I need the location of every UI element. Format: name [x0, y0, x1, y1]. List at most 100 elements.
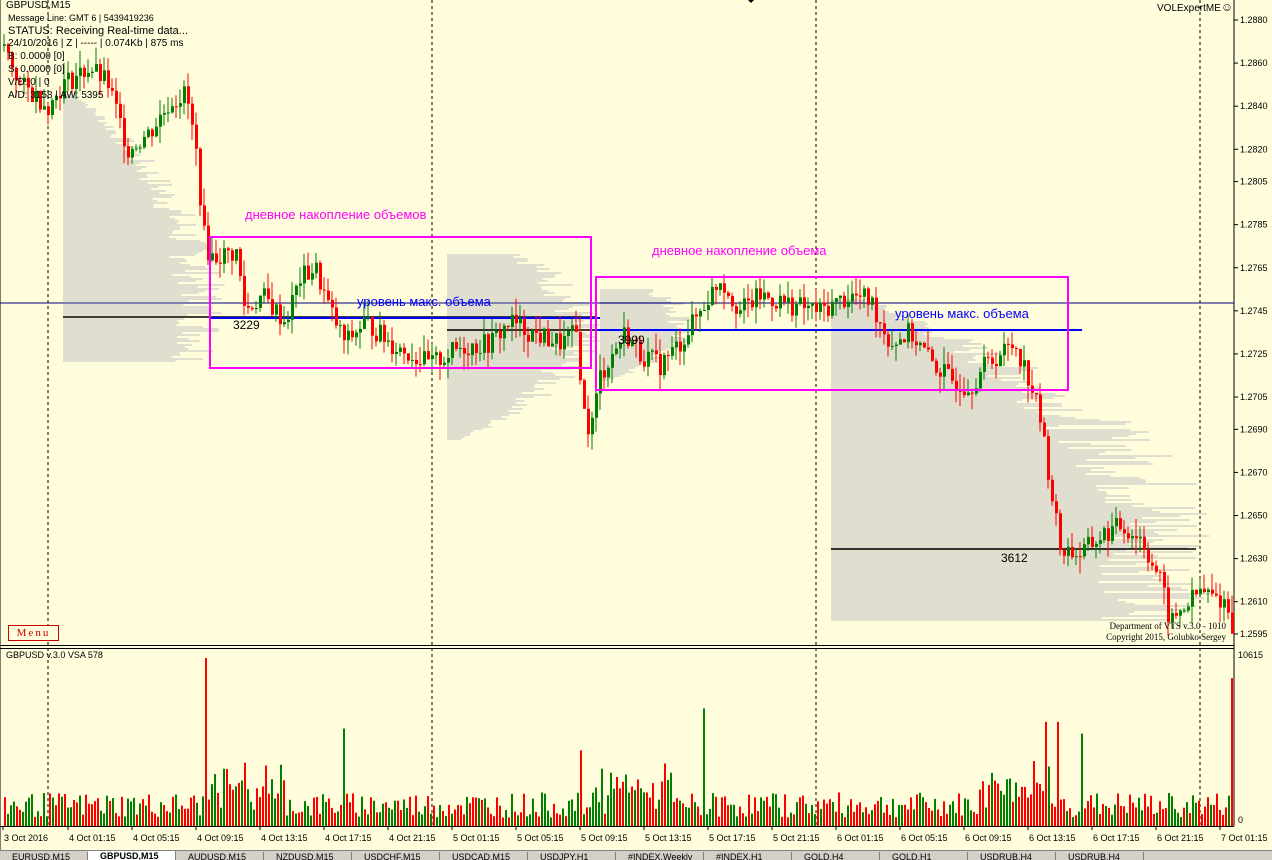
symbol-tab[interactable]: USDRUB,H4 [968, 852, 1056, 860]
volume-bar [346, 793, 348, 826]
candle-body [1087, 536, 1090, 545]
symbol-tab[interactable]: #INDEX,Weekly [616, 852, 704, 860]
candle-body [783, 295, 786, 303]
volume-bar [679, 800, 681, 826]
volume-bar [592, 792, 594, 826]
volume-bar [1054, 806, 1056, 826]
time-label: 4 Oct 21:15 [389, 833, 436, 843]
symbol-tab[interactable]: GOLD,H1 [880, 852, 968, 860]
volume-bar [745, 816, 747, 826]
volume-bar [31, 794, 33, 826]
symbol-tab[interactable]: USDRUB,H4 [1056, 852, 1144, 860]
volume-bar [622, 781, 624, 826]
candle-body [1103, 528, 1106, 541]
volume-bar [790, 812, 792, 826]
candle-body [1203, 588, 1206, 593]
candle-body [1035, 392, 1038, 395]
volume-bar [949, 804, 951, 826]
candle-body [27, 77, 30, 88]
volume-bar [472, 797, 474, 826]
volume-bar [199, 815, 201, 826]
candle-body [1195, 589, 1198, 595]
candle-body [571, 325, 574, 331]
volume-bar [55, 805, 57, 826]
volume-bar [43, 793, 45, 826]
volume-bar [892, 798, 894, 826]
candle-body [559, 333, 562, 350]
candle-body [159, 114, 162, 127]
volume-bar [355, 812, 357, 826]
menu-button[interactable]: Menu [8, 625, 59, 641]
volume-bar [313, 797, 315, 826]
volume-bar [139, 803, 141, 826]
symbol-tab[interactable]: EURUSD,M15 [0, 852, 88, 860]
candle-body [435, 352, 438, 356]
volume-bar [1177, 812, 1179, 826]
candle-body [147, 129, 150, 137]
volume-bar [787, 817, 789, 826]
candle-body [459, 347, 462, 349]
poc-label-3: 3612 [1001, 551, 1028, 565]
volume-bar [706, 814, 708, 826]
volume-bar [175, 794, 177, 826]
smile-icon: ☺ [1220, 0, 1234, 14]
candle-body [831, 301, 834, 316]
candle-body [351, 330, 354, 338]
symbol-tab[interactable]: USDCHF,M15 [352, 852, 440, 860]
candle-body [15, 67, 18, 81]
symbol-tab[interactable]: GOLD,H4 [792, 852, 880, 860]
candle-body [1223, 599, 1226, 608]
volume-bar [919, 792, 921, 826]
candle-body [647, 351, 650, 367]
candle-body [1143, 536, 1146, 550]
candle-body [1007, 343, 1010, 345]
volume-bar [130, 801, 132, 826]
candle-body [1099, 540, 1102, 544]
volume-bar [289, 799, 291, 826]
symbol-tab[interactable]: USDJPY,H1 [528, 852, 616, 860]
candle-body [575, 325, 578, 332]
volume-bar [1153, 813, 1155, 826]
symbol-tab[interactable]: #INDEX,H1 [704, 852, 792, 860]
symbol-tab[interactable]: NZDUSD,M15 [264, 852, 352, 860]
candle-body [319, 262, 322, 290]
volume-bar [757, 811, 759, 826]
volume-bar [985, 807, 987, 826]
volume-bar [979, 789, 981, 826]
candle-body [283, 322, 286, 325]
candle-body [687, 335, 690, 345]
candle-body [379, 324, 382, 342]
volume-bar [934, 798, 936, 826]
symbol-tab[interactable]: USDCAD,M15 [440, 852, 528, 860]
candle-body [83, 67, 86, 77]
candle-body [455, 342, 458, 349]
candle-body [251, 307, 254, 310]
volume-bar [373, 800, 375, 826]
volume-bar [430, 813, 432, 826]
volume-bar [463, 814, 465, 826]
volume-bar [511, 793, 513, 826]
candle-body [827, 305, 830, 316]
candle-body [1171, 612, 1174, 623]
time-label: 6 Oct 09:15 [965, 833, 1012, 843]
candle-body [747, 298, 750, 301]
volume-bar [802, 795, 804, 826]
volume-bar [727, 805, 729, 826]
volume-bar [613, 788, 615, 826]
symbol-tab[interactable]: AUDUSD,M15 [176, 852, 264, 860]
candle-body [615, 348, 618, 354]
volume-bar [1057, 721, 1059, 826]
volume-bar [1000, 790, 1002, 826]
volume-bar [124, 816, 126, 826]
candle-body [139, 147, 142, 149]
volume-bar [160, 802, 162, 826]
candle-body [671, 347, 674, 356]
volume-bar [391, 809, 393, 826]
time-label: 6 Oct 13:15 [1029, 833, 1076, 843]
symbol-tab[interactable]: GBPUSD,M15 [88, 851, 176, 860]
candle-body [771, 297, 774, 307]
volume-bar [454, 809, 456, 826]
volume-bar [166, 811, 168, 826]
